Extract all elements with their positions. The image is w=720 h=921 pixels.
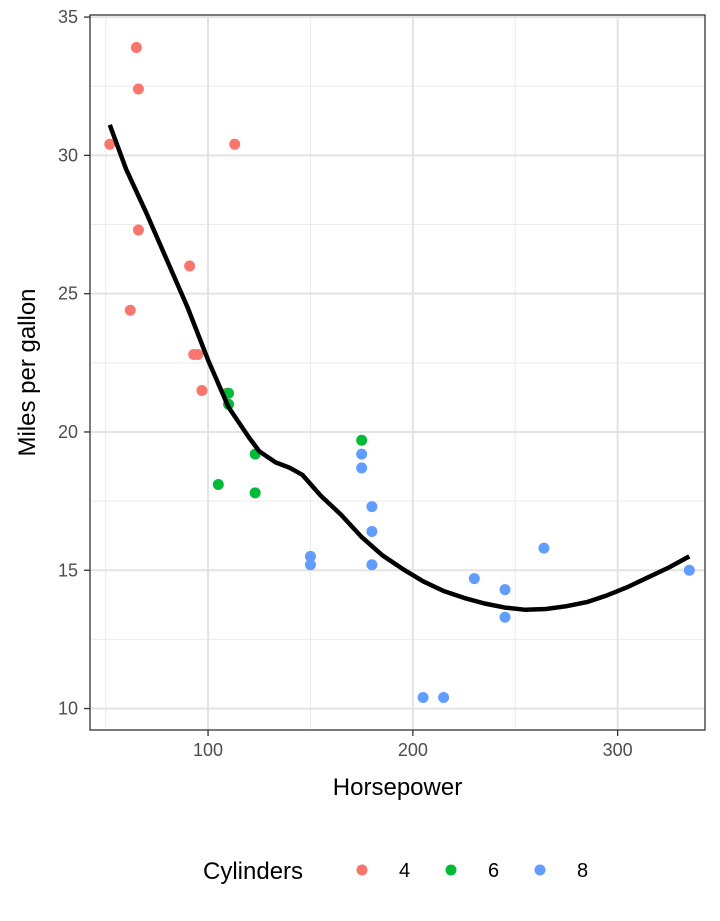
major-gridlines: [90, 15, 705, 730]
data-point-cyl-8: [304, 550, 316, 562]
y-axis-ticks: 10 15 20 25 30 35: [58, 7, 90, 719]
data-point-cyl-4: [229, 138, 241, 150]
data-point-cyl-4: [124, 304, 136, 316]
y-tick-label: 35: [58, 7, 78, 27]
x-axis-ticks: 100 200 300: [193, 730, 633, 760]
data-point-cyl-8: [366, 526, 378, 538]
data-point-cyl-4: [196, 384, 208, 396]
plot-panel: [90, 15, 705, 730]
y-tick-label: 20: [58, 422, 78, 442]
data-point-cyl-6: [356, 434, 368, 446]
y-tick-label: 15: [58, 560, 78, 580]
legend-label-6: 6: [488, 860, 499, 882]
data-point-cyl-8: [417, 692, 429, 703]
x-axis-title: Horsepower: [333, 774, 462, 801]
data-point-cyl-4: [130, 42, 142, 53]
data-points: [104, 42, 695, 703]
smooth-trend-line: [107, 124, 691, 613]
data-point-cyl-6: [212, 479, 224, 491]
data-point-cyl-8: [499, 584, 511, 596]
data-point-cyl-8: [499, 611, 511, 623]
legend-key-8: [534, 864, 546, 876]
data-point-cyl-4: [132, 83, 144, 95]
x-tick-label: 200: [398, 740, 428, 760]
legend-key-6: [445, 864, 457, 876]
data-point-cyl-8: [366, 501, 378, 513]
data-point-cyl-4: [132, 224, 144, 236]
legend-label-4: 4: [399, 860, 410, 882]
legend-title: Cylinders: [203, 858, 303, 885]
data-point-cyl-4: [192, 349, 204, 361]
legend-entries: 4 6 8: [356, 860, 588, 882]
y-tick-label: 10: [58, 699, 78, 719]
data-point-cyl-8: [304, 559, 316, 571]
data-point-cyl-8: [468, 573, 480, 585]
data-point-cyl-8: [438, 692, 450, 703]
data-point-cyl-8: [683, 564, 695, 576]
legend-label-8: 8: [577, 860, 588, 882]
legend: Cylinders 4 6 8: [203, 858, 588, 885]
x-tick-label: 300: [603, 740, 633, 760]
data-point-cyl-6: [249, 487, 261, 499]
legend-key-4: [356, 864, 368, 876]
data-point-cyl-4: [184, 260, 196, 272]
plot-border: [89, 14, 706, 731]
y-tick-label: 30: [58, 145, 78, 165]
minor-gridlines: [90, 15, 705, 730]
y-tick-label: 25: [58, 284, 78, 304]
data-point-cyl-8: [356, 462, 368, 474]
y-axis-title: Miles per gallon: [14, 288, 41, 456]
data-point-cyl-8: [538, 542, 550, 554]
data-point-cyl-8: [366, 559, 378, 571]
data-point-cyl-8: [356, 448, 368, 460]
x-tick-label: 100: [193, 740, 223, 760]
data-point-cyl-4: [104, 138, 116, 150]
